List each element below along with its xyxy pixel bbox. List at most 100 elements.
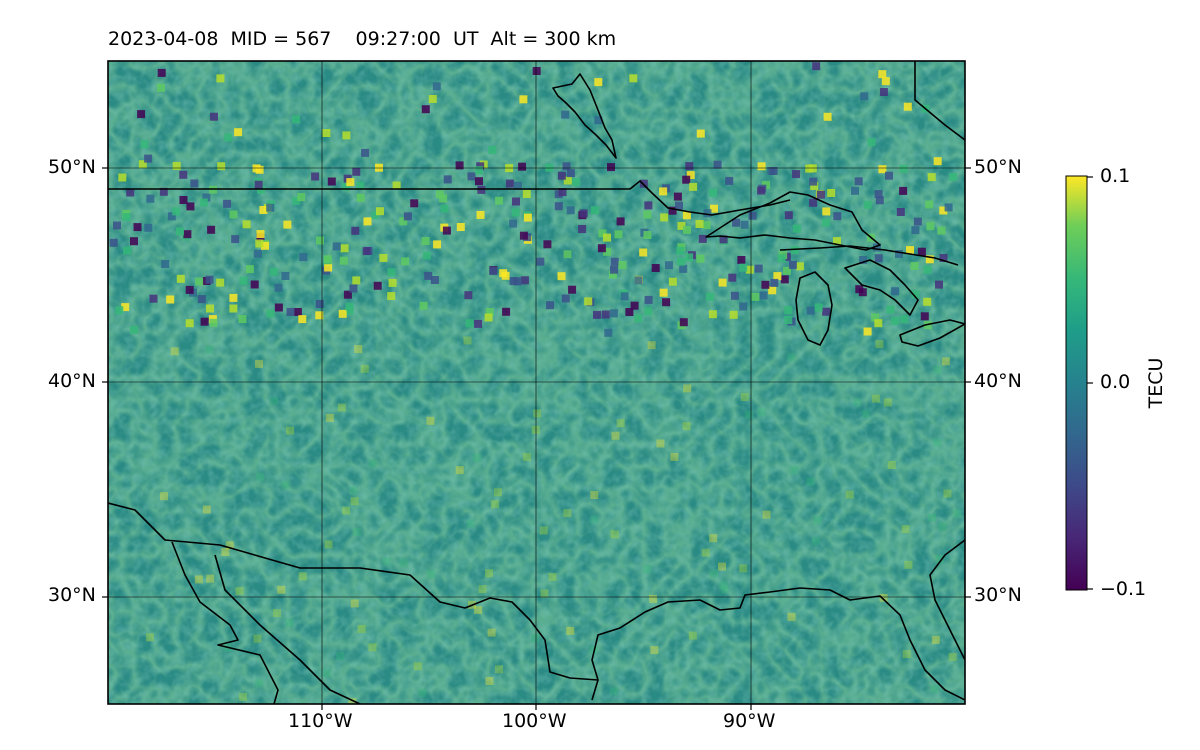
tec-pixel [256, 230, 265, 238]
lake-huron [844, 259, 919, 316]
tec-pixel [522, 190, 531, 198]
tec-pixel [179, 196, 188, 204]
tec-pixel [906, 246, 914, 255]
tec-pixel [433, 240, 442, 249]
tec-pixel [822, 218, 831, 227]
tec-pixel [379, 253, 388, 262]
tec-pixel [685, 162, 694, 171]
tec-pixel [928, 513, 936, 522]
tec-pixel [356, 193, 365, 202]
tec-pixel [629, 74, 638, 83]
tec-pixel [532, 67, 541, 75]
tec-pixel [719, 581, 728, 589]
tec-pixel [277, 585, 286, 594]
tec-pixel [485, 308, 494, 316]
tec-pixel [388, 278, 397, 287]
lake-erie-ontario [899, 319, 965, 347]
tec-pixel [345, 302, 354, 311]
tec-pixel [677, 221, 686, 230]
tec-pixel [810, 182, 819, 190]
florida-east [929, 539, 965, 661]
tec-pixel [822, 207, 831, 216]
tec-speckle-pixels [109, 62, 962, 704]
tec-pixel [543, 240, 552, 249]
tec-pixel [557, 272, 566, 281]
tec-pixel [487, 628, 496, 637]
tec-pixel [696, 254, 705, 263]
tec-pixel [491, 500, 499, 509]
tec-pixel [118, 173, 127, 182]
tec-pixel [297, 193, 306, 201]
tec-pixel [477, 185, 486, 194]
tec-pixel [352, 527, 361, 536]
tec-pixel [121, 303, 130, 312]
tec-pixel [676, 247, 685, 255]
tec-pixel [871, 394, 880, 403]
tec-pixel [925, 255, 934, 264]
tec-pixel [216, 278, 225, 287]
tec-pixel [399, 217, 408, 226]
tec-pixel [283, 220, 292, 229]
tec-pixel [668, 277, 677, 286]
tec-pixel [352, 167, 361, 176]
lat-label-left-30: 30°N [48, 584, 96, 606]
tec-pixel [512, 197, 520, 206]
tec-pixel [261, 241, 269, 250]
tec-pixel [235, 587, 244, 596]
tec-pixel [754, 264, 763, 273]
tec-pixel [245, 265, 254, 274]
tec-pixel [339, 256, 348, 265]
tec-pixel [710, 204, 718, 213]
tec-pixel [200, 317, 209, 326]
tec-pixel [239, 276, 248, 285]
tec-pixel [337, 403, 346, 412]
tec-pixel [455, 466, 464, 475]
tec-pixel [584, 297, 593, 306]
tec-pixel [634, 314, 643, 323]
tec-pixel [144, 223, 153, 232]
tec-pixel [558, 188, 567, 197]
tec-pixel [255, 239, 264, 248]
tec-pixel [356, 181, 365, 190]
tec-pixel [176, 227, 184, 236]
tec-pixel [286, 426, 294, 435]
tec-pixel [863, 327, 872, 336]
tec-pixel [327, 177, 336, 186]
tec-pixel [903, 102, 912, 111]
tec-pixel [387, 268, 396, 277]
tec-pixel [387, 292, 396, 301]
tec-pixel [229, 304, 238, 313]
tec-pixel [424, 271, 433, 280]
tec-pixel [493, 488, 502, 497]
tec-pixel [845, 490, 854, 499]
tec-pixel [546, 301, 555, 310]
tec-pixel [784, 306, 793, 315]
tec-pixel [643, 565, 652, 574]
tec-pixel [651, 264, 660, 272]
tec-pixel [578, 225, 587, 233]
tec-pixel [688, 631, 697, 640]
tec-pixel [625, 308, 634, 316]
tec-pixel [160, 492, 168, 501]
tec-pixel [739, 564, 748, 573]
tec-pixel [231, 235, 240, 244]
tec-pixel [206, 304, 214, 313]
tec-pixel [144, 154, 153, 163]
tec-pixel [322, 668, 331, 677]
tec-pixel [484, 313, 493, 322]
tec-pixel [833, 212, 842, 221]
tec-pixel [931, 635, 940, 644]
tec-pixel [209, 318, 218, 327]
tec-pixel [861, 409, 870, 418]
tec-pixel [281, 481, 290, 489]
tec-pixel [140, 140, 149, 149]
tec-pixel [194, 575, 203, 584]
tec-pixel [255, 359, 263, 368]
tec-pixel [790, 466, 799, 475]
tec-pixel [904, 560, 913, 569]
tec-pixel [216, 74, 225, 83]
tec-pixel [634, 276, 643, 285]
tec-pixel [930, 685, 939, 693]
tec-pixel [603, 233, 611, 242]
